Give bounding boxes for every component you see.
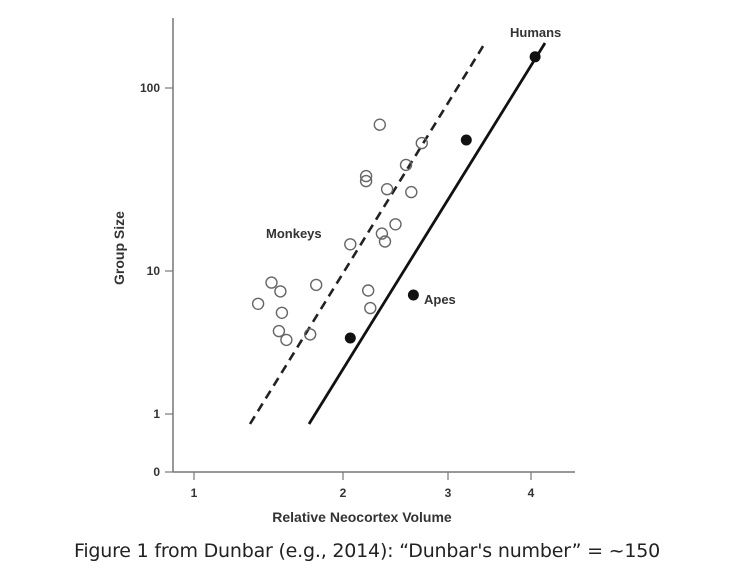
monkey-point: [399, 158, 413, 172]
x-axis: 1 2 3 4 Relative Neocortex Volume: [173, 471, 575, 525]
annotation-monkeys: Monkeys: [266, 226, 322, 241]
monkey-point: [405, 185, 418, 199]
x-tick-4: 4: [528, 486, 535, 500]
x-tick-2: 2: [340, 486, 347, 500]
monkey-point: [389, 218, 402, 231]
ape-point: [407, 289, 419, 301]
monkey-point: [344, 238, 357, 251]
monkey-point: [280, 333, 293, 347]
data-points: [251, 51, 541, 347]
monkey-point: [304, 328, 317, 341]
monkey-point: [274, 285, 287, 298]
monkey-point: [265, 276, 278, 289]
annotations: Humans Monkeys Apes: [266, 25, 561, 307]
monkey-point: [359, 169, 373, 183]
ape-point: [344, 332, 356, 344]
monkey-point: [275, 306, 289, 319]
annotation-apes: Apes: [424, 292, 456, 307]
monkey-point: [415, 136, 428, 150]
y-tick-0: 0: [153, 465, 160, 479]
ape-point: [529, 51, 541, 63]
annotation-humans: Humans: [510, 25, 561, 40]
y-axis: 100 10 1 0 Group Size: [111, 18, 174, 479]
monkey-point: [251, 297, 265, 310]
ape-regression-line: [307, 42, 547, 425]
regression-lines: [248, 42, 547, 425]
x-tick-1: 1: [191, 486, 198, 500]
figure-caption: Figure 1 from Dunbar (e.g., 2014): “Dunb…: [73, 540, 661, 562]
monkey-point: [310, 278, 323, 292]
monkey-point: [362, 284, 375, 297]
scatter-chart: 100 10 1 0 Group Size 1 2 3 4 Relative N…: [111, 18, 575, 525]
x-tick-3: 3: [445, 486, 452, 500]
monkey-point: [373, 118, 386, 131]
monkey-point: [375, 227, 389, 240]
monkey-point: [359, 174, 373, 188]
y-tick-1: 1: [153, 407, 160, 421]
x-axis-label: Relative Neocortex Volume: [272, 509, 452, 525]
monkey-point: [380, 182, 394, 196]
monkey-point: [272, 324, 286, 338]
monkey-point: [364, 301, 377, 315]
y-axis-label: Group Size: [111, 211, 127, 285]
ape-point: [460, 134, 472, 146]
y-tick-10: 10: [147, 264, 161, 278]
monkey-point: [378, 235, 392, 248]
y-tick-100: 100: [140, 81, 160, 95]
